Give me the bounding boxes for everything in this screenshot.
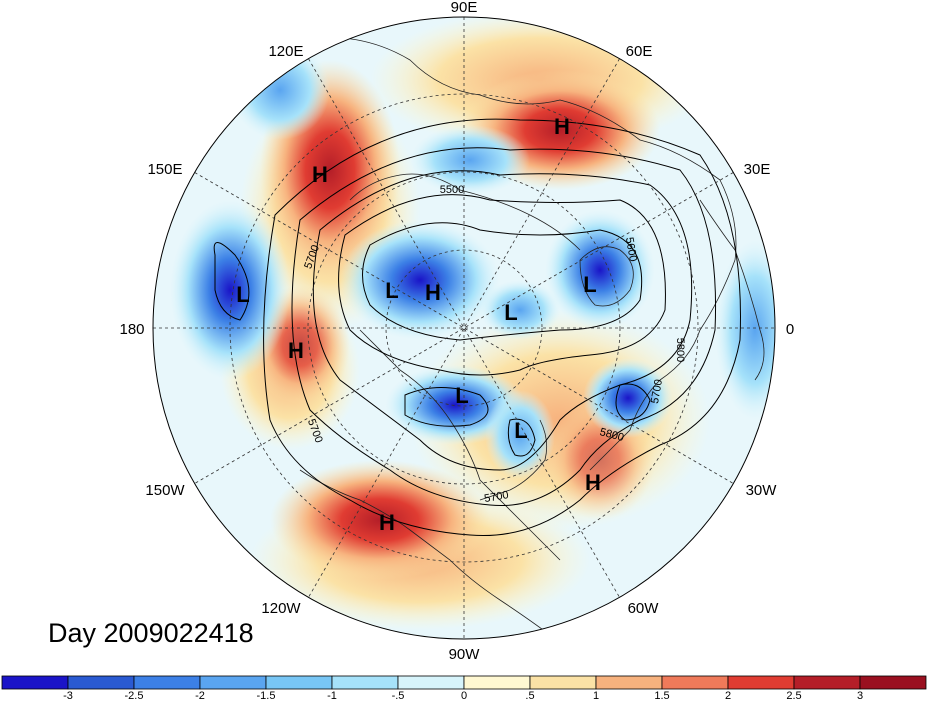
- pressure-center-h: H: [585, 470, 601, 495]
- map-title: Day 2009022418: [48, 618, 254, 648]
- contour-label: 5700: [649, 378, 665, 404]
- colorbar-tick-label: 0: [461, 690, 467, 702]
- height-contours: [213, 118, 741, 537]
- pressure-center-l: L: [514, 418, 527, 443]
- lon-label-120e: 120E: [268, 43, 303, 60]
- colorbar-segment: [661, 675, 729, 690]
- colorbar-tick-label: 1.5: [654, 690, 669, 702]
- map-boundary: [152, 16, 776, 640]
- lon-label-150e: 150E: [147, 161, 182, 178]
- colorbar-segment: [1, 675, 69, 690]
- pressure-center-markers: H H L L H L L H L L H H: [236, 114, 601, 535]
- colorbar-segment: [331, 675, 399, 690]
- colorbar-tick-label: 2.5: [786, 690, 801, 702]
- colorbar-segment: [529, 675, 597, 690]
- lon-label-120w: 120W: [261, 600, 301, 617]
- colorbar-tick-label: 1: [593, 690, 599, 702]
- pressure-center-h: H: [554, 114, 570, 139]
- lon-label-90e: 90E: [451, 0, 478, 16]
- lon-label-30w: 30W: [746, 482, 778, 499]
- contour-label: 5800: [674, 338, 686, 362]
- pressure-center-l: L: [504, 300, 517, 325]
- pressure-center-h: H: [312, 162, 328, 187]
- colorbar-segment: [265, 675, 333, 690]
- colorbar-tick-label: .5: [525, 690, 534, 702]
- lon-label-150w: 150W: [145, 482, 185, 499]
- colorbar-segment: [67, 675, 135, 690]
- colorbar-tick-label: -.5: [392, 690, 405, 702]
- contour-label: 5500: [440, 184, 464, 196]
- colorbar-segment: [595, 675, 663, 690]
- colorbar-segment: [463, 675, 531, 690]
- lon-label-90w: 90W: [449, 646, 481, 663]
- colorbar-tick-label: -2: [195, 690, 205, 702]
- colorbar-tick-label: -1.5: [257, 690, 276, 702]
- colorbar-tick-label: 3: [857, 690, 863, 702]
- colorbar: -3 -2.5 -2 -1.5 -1 -.5 0 .5 1 1.5 2 2.5 3: [1, 675, 927, 702]
- coastlines: [299, 37, 765, 636]
- colorbar-tick-label: -1: [327, 690, 337, 702]
- pressure-center-h: H: [379, 510, 395, 535]
- colorbar-tick-label: -3: [63, 690, 73, 702]
- pressure-center-l: L: [583, 272, 596, 297]
- lon-label-60e: 60E: [626, 43, 653, 60]
- pressure-center-l: L: [455, 383, 468, 408]
- colorbar-segment: [727, 675, 795, 690]
- lon-label-60w: 60W: [628, 600, 660, 617]
- colorbar-segment: [793, 675, 861, 690]
- longitude-labels: 90E 120E 60E 150E 30E 180 0 150W 30W 120…: [119, 0, 794, 663]
- colorbar-tick-label: 2: [725, 690, 731, 702]
- pressure-center-h: H: [425, 280, 441, 305]
- contour-label: 5700: [483, 489, 509, 505]
- pressure-center-l: L: [385, 278, 398, 303]
- contour-label: 5600: [623, 236, 639, 262]
- graticule: [153, 17, 775, 639]
- pressure-center-l: L: [236, 282, 249, 307]
- colorbar-segment: [859, 675, 927, 690]
- colorbar-segment: [133, 675, 201, 690]
- colorbar-segment: [199, 675, 267, 690]
- lon-label-180: 180: [119, 321, 144, 338]
- lon-label-30e: 30E: [744, 161, 771, 178]
- anomaly-shading: [153, 17, 775, 639]
- lon-label-0: 0: [786, 321, 794, 338]
- contour-value-labels: 5500 5600 5700 5800 5700 5700 5800 5700: [302, 184, 686, 505]
- colorbar-tick-label: -2.5: [125, 690, 144, 702]
- colorbar-segment: [397, 675, 465, 690]
- pressure-center-h: H: [288, 338, 304, 363]
